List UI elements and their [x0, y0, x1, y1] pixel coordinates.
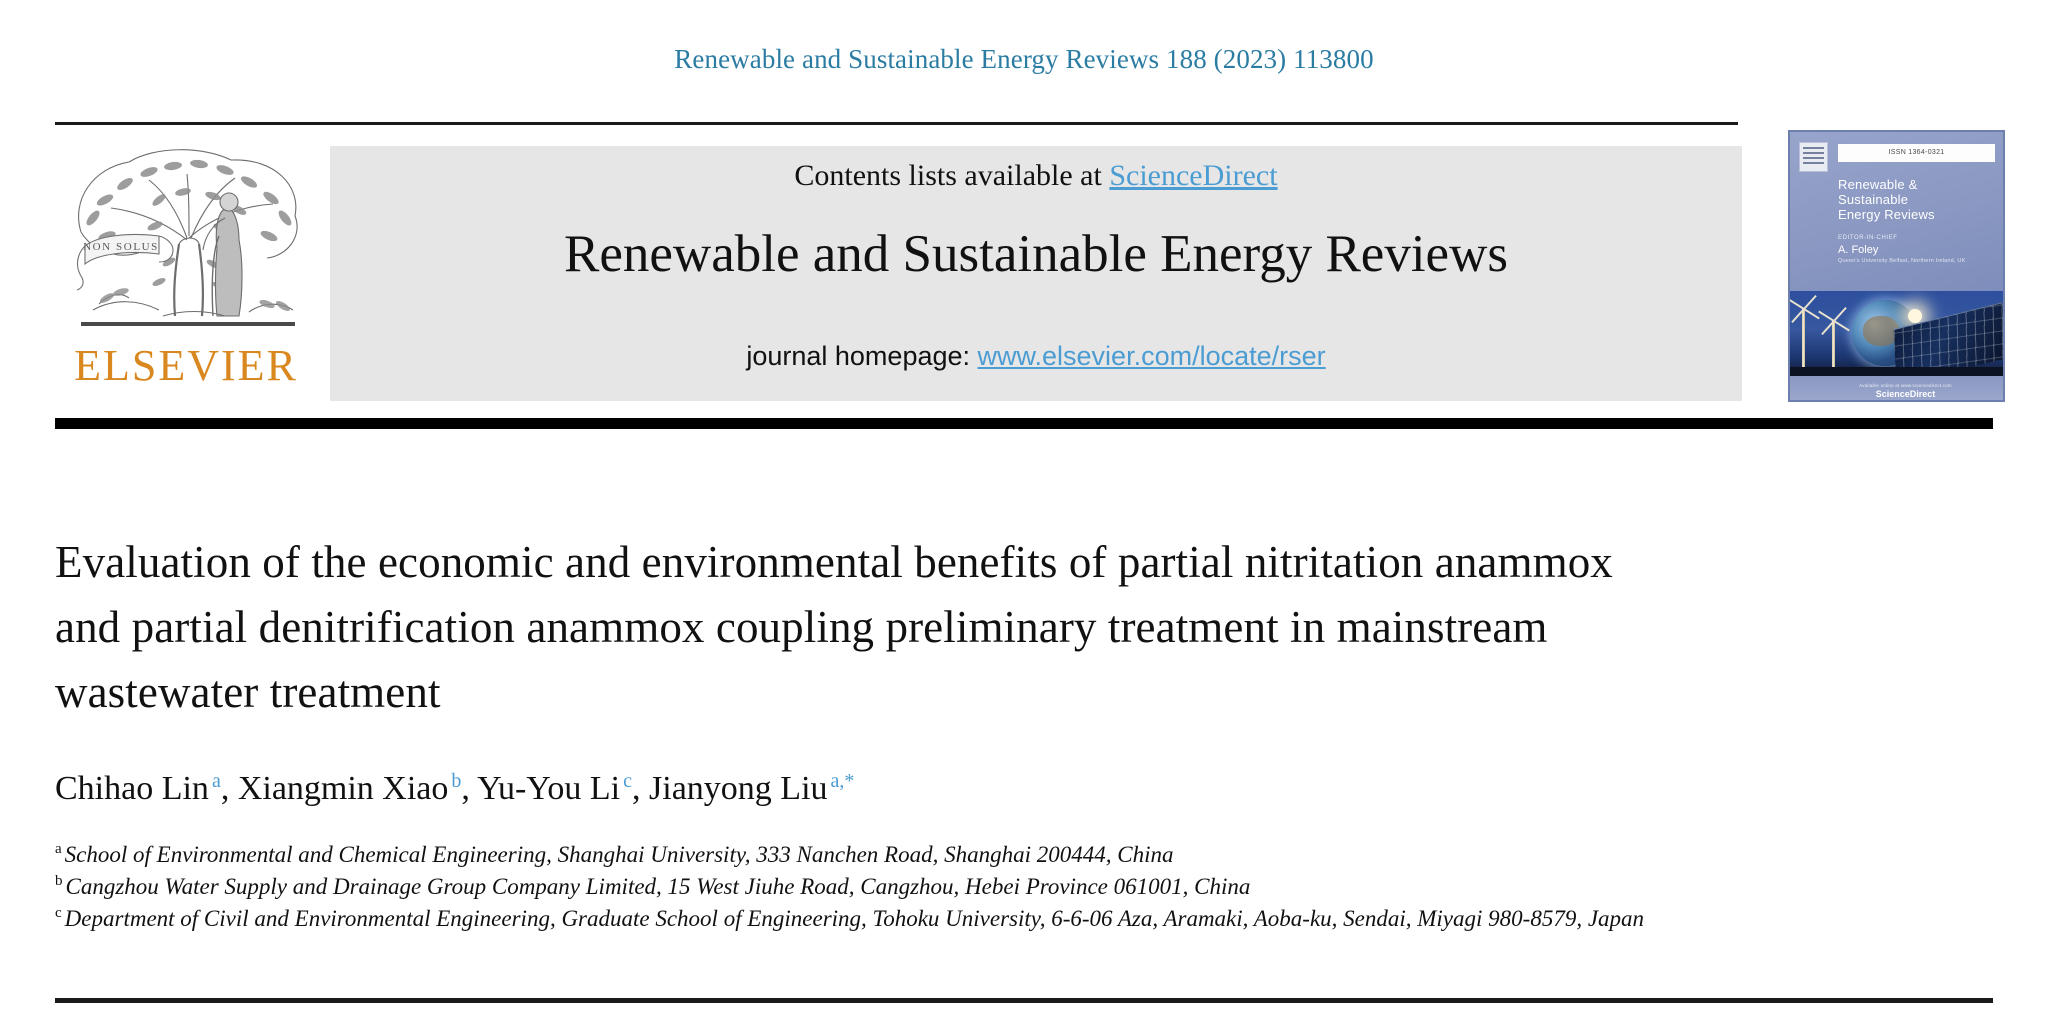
sun-icon [1908, 309, 1922, 323]
affiliation-text: Department of Civil and Environmental En… [64, 906, 1645, 931]
elsevier-logo: NON SOLUS ELS [55, 140, 317, 402]
affiliation-marker: b [55, 873, 63, 890]
elsevier-tree-icon: NON SOLUS [76, 149, 298, 326]
cover-top-panel: ISSN 1364-0321 Renewable & Sustainable E… [1790, 132, 2003, 291]
cover-editor-affiliation: Queen's University Belfast, Northern Ire… [1838, 258, 1966, 264]
author-entry: Jianyong Liu a,* [649, 770, 854, 807]
masthead-top-rule [55, 122, 1738, 125]
author-affiliation-marks[interactable]: a,* [830, 769, 855, 792]
masthead-bottom-rule [55, 418, 1993, 429]
sciencedirect-link[interactable]: ScienceDirect [1109, 159, 1278, 192]
article-header: Evaluation of the economic and environme… [55, 530, 2000, 935]
author-entry: Chihao Lin a, [55, 770, 238, 807]
cover-photo [1790, 291, 2003, 376]
affiliation-list: a School of Environmental and Chemical En… [55, 839, 1755, 935]
author-separator: , [632, 770, 650, 807]
elsevier-wordmark: ELSEVIER [74, 341, 298, 390]
affiliation-marker: c [55, 905, 62, 922]
cover-ground [1790, 367, 2003, 376]
affiliation-text: Cangzhou Water Supply and Drainage Group… [65, 874, 1251, 899]
journal-homepage-line: journal homepage: www.elsevier.com/locat… [330, 341, 1742, 372]
cover-sciencedirect-brand: ScienceDirect [1875, 389, 1936, 399]
journal-homepage-link[interactable]: www.elsevier.com/locate/rser [977, 341, 1326, 371]
journal-masthead: NON SOLUS ELS [55, 122, 2005, 429]
author-entry: Yu-You Li c, [477, 770, 649, 807]
author-name: Chihao Lin [55, 770, 209, 807]
wind-turbine-icon [1802, 308, 1805, 370]
author-entry: Xiangmin Xiao b, [238, 770, 477, 807]
author-name: Xiangmin Xiao [237, 770, 449, 807]
author-affiliation-marks[interactable]: c [623, 769, 633, 792]
affiliation-item: c Department of Civil and Environmental E… [55, 903, 1755, 935]
author-separator: , [220, 770, 238, 807]
author-affiliation-marks[interactable]: a [211, 769, 221, 792]
contents-lists-prefix: Contents lists available at [794, 159, 1110, 192]
affiliation-text: School of Environmental and Chemical Eng… [64, 842, 1174, 867]
cover-editor-label: EDITOR-IN-CHIEF [1838, 235, 1898, 241]
affiliation-item: b Cangzhou Water Supply and Drainage Grou… [55, 871, 1755, 903]
running-head: Renewable and Sustainable Energy Reviews… [674, 44, 1374, 74]
journal-cover-thumbnail[interactable]: ISSN 1364-0321 Renewable & Sustainable E… [1788, 130, 2005, 402]
affiliation-item: a School of Environmental and Chemical En… [55, 839, 1755, 871]
cover-issn: ISSN 1364-0321 [1838, 144, 1995, 162]
journal-homepage-label: journal homepage: [746, 341, 978, 371]
author-list: Chihao Lin a, Xiangmin Xiao b, Yu-You Li c,… [55, 769, 2000, 809]
contents-lists-line: Contents lists available at ScienceDirec… [330, 159, 1742, 193]
cover-elsevier-logo-icon [1799, 142, 1828, 172]
author-name: Jianyong Liu [649, 770, 828, 807]
author-name: Yu-You Li [477, 770, 621, 807]
cover-journal-title: Renewable & Sustainable Energy Reviews [1838, 177, 1993, 222]
page-footer-rule [55, 998, 1993, 1003]
article-title: Evaluation of the economic and environme… [55, 537, 1613, 717]
cover-title-line-1: Renewable & [1838, 177, 1918, 192]
elsevier-motto: NON SOLUS [83, 241, 159, 253]
journal-banner: Contents lists available at ScienceDirec… [330, 146, 1742, 401]
cover-footer-line: Available online at www.sciencedirect.co… [1859, 383, 1952, 388]
journal-title: Renewable and Sustainable Energy Reviews [564, 225, 1508, 283]
author-separator: , [461, 770, 478, 807]
author-affiliation-marks[interactable]: b [451, 769, 462, 792]
cover-editor-name: A. Foley [1838, 244, 1879, 256]
cover-title-line-2: Sustainable [1838, 192, 1909, 207]
cover-bottom-panel: Available online at www.sciencedirect.co… [1790, 376, 2003, 400]
affiliation-marker: a [55, 841, 62, 858]
wind-turbine-icon [1832, 320, 1835, 370]
cover-title-line-3: Energy Reviews [1838, 207, 1935, 222]
